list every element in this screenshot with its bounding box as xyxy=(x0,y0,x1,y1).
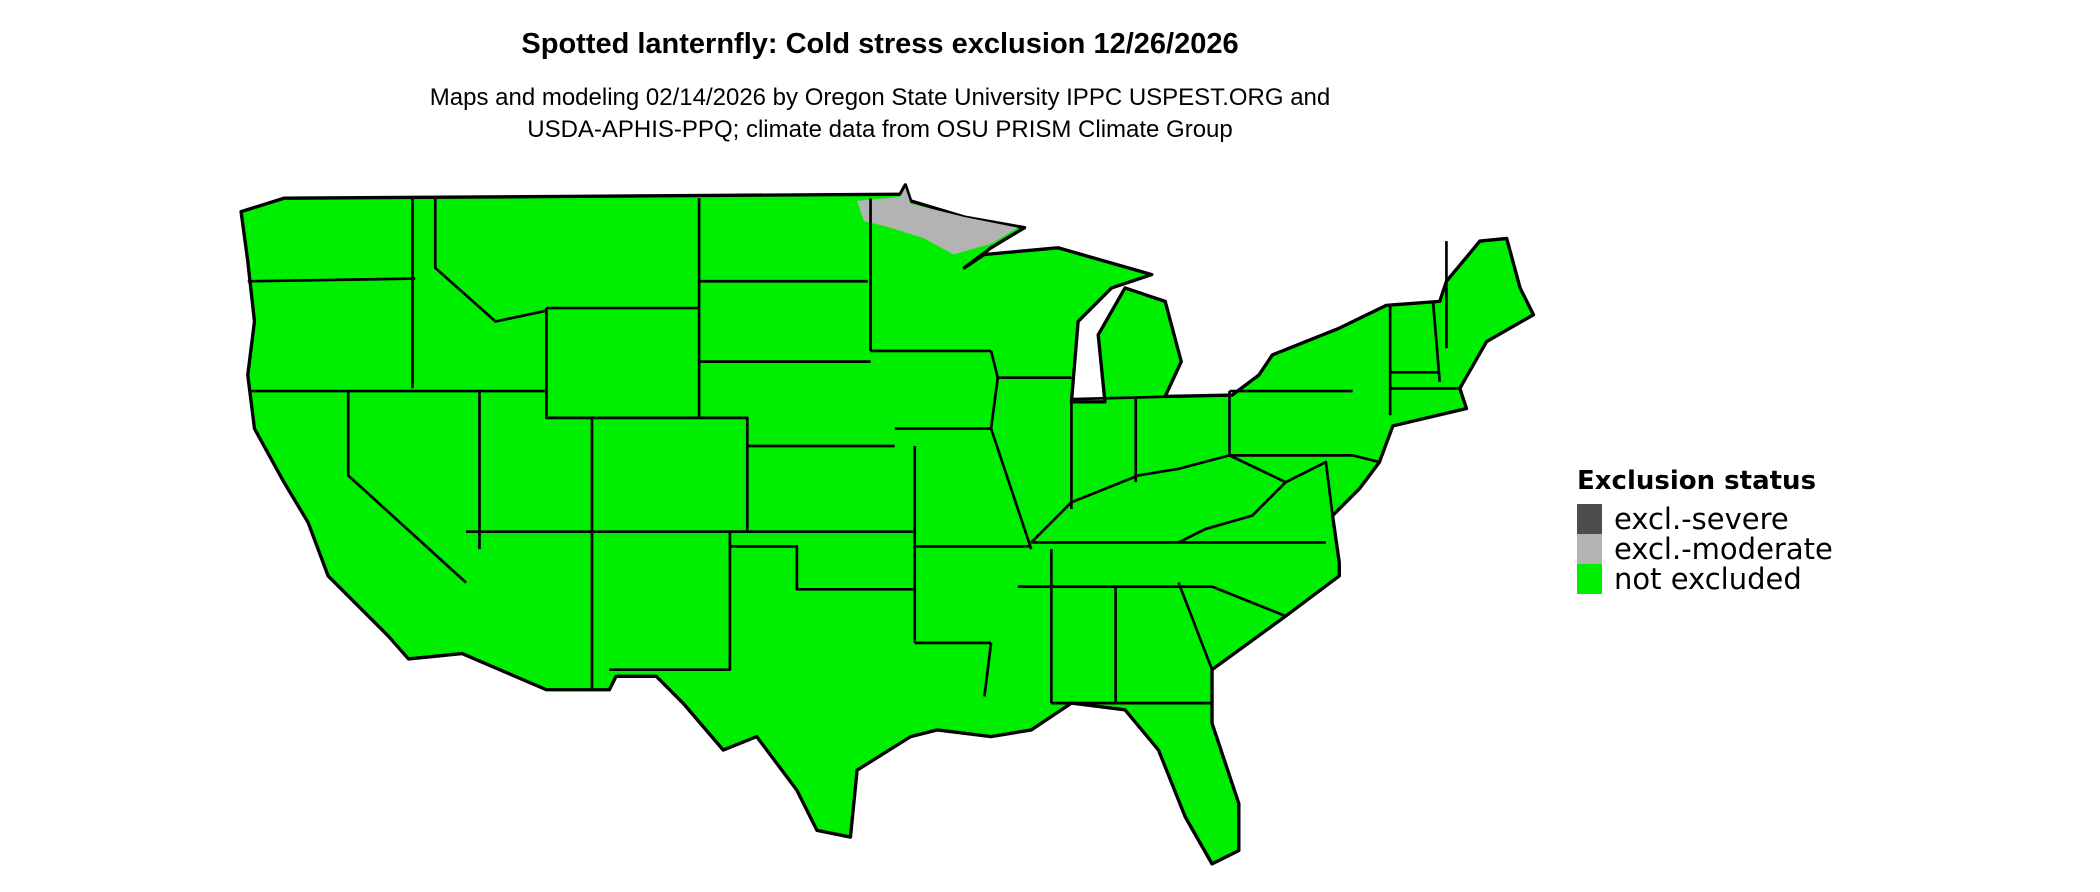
state-border xyxy=(247,277,416,283)
legend-title: Exclusion status xyxy=(1577,466,1817,496)
state-border xyxy=(1211,585,1287,618)
legend-item-moderate: excl.-moderate xyxy=(1577,532,1833,566)
legend-item-severe: excl.-severe xyxy=(1577,502,1833,536)
state-border xyxy=(1285,460,1334,516)
moderate-exclusion-area xyxy=(857,187,1018,255)
legend-item-not-excluded: not excluded xyxy=(1577,562,1833,596)
us-outline xyxy=(239,183,1536,866)
state-border xyxy=(346,391,467,584)
state-border xyxy=(1177,582,1214,671)
state-border xyxy=(983,642,993,697)
legend-swatch-severe xyxy=(1577,504,1602,534)
map-title: Spotted lanternfly: Cold stress exclusio… xyxy=(521,28,1239,60)
state-border xyxy=(433,198,547,323)
map-subtitle-line1: Maps and modeling 02/14/2026 by Oregon S… xyxy=(429,84,1331,111)
state-border xyxy=(989,350,1033,550)
state-border xyxy=(609,531,732,671)
state-border xyxy=(729,545,915,591)
legend: Exclusion status excl.-severe excl.-mode… xyxy=(1577,466,1833,596)
legend-swatch-moderate xyxy=(1577,534,1602,564)
state-border xyxy=(1177,454,1288,544)
legend-label: not excluded xyxy=(1614,562,1802,596)
map-subtitle-line2: USDA-APHIS-PPQ; climate data from OSU PR… xyxy=(527,116,1233,143)
state-border xyxy=(1030,454,1230,544)
state-border xyxy=(591,416,749,534)
state-border xyxy=(1352,454,1380,464)
legend-label: excl.-moderate xyxy=(1614,532,1833,566)
state-borders xyxy=(247,198,1460,705)
legend-label: excl.-severe xyxy=(1614,502,1789,536)
legend-swatch-not-excluded xyxy=(1577,564,1602,594)
state-border xyxy=(1071,393,1230,401)
state-border xyxy=(1431,301,1442,382)
state-border xyxy=(545,308,592,420)
